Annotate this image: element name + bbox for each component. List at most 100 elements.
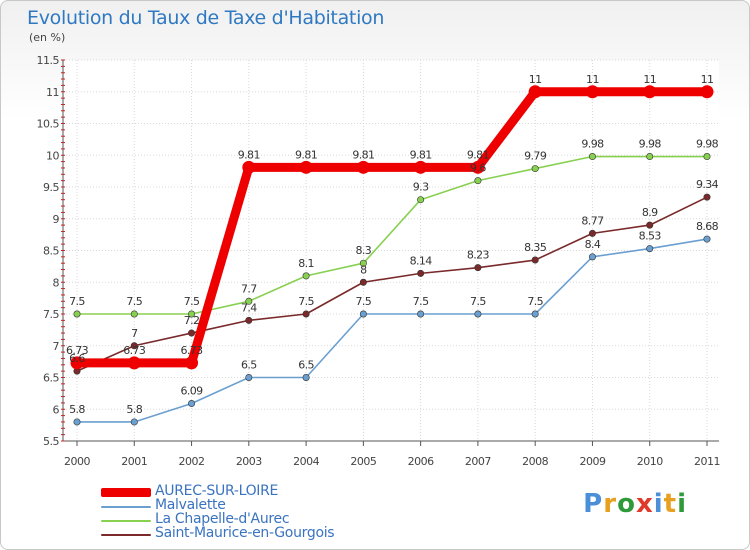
data-label: 7.5 [527, 295, 543, 308]
y-tick-label: 10 [46, 149, 59, 162]
data-label: 8.1 [298, 257, 314, 270]
logo-letter: i [677, 489, 687, 519]
logo-letter: r [603, 489, 618, 519]
logo-letter: i [653, 489, 664, 519]
y-tick-label: 8.5 [43, 245, 59, 258]
data-label: 8.68 [696, 220, 719, 233]
series-point-1 [302, 373, 310, 381]
logo-letter: o [617, 489, 636, 519]
series-point-0 [700, 85, 714, 99]
data-label: 7.5 [413, 295, 429, 308]
x-tick-label: 2000 [64, 455, 90, 468]
data-label: 7.5 [126, 295, 142, 308]
series-point-3 [188, 329, 196, 337]
series-point-0 [356, 160, 370, 174]
series-point-3 [130, 342, 138, 350]
data-label: 11 [529, 73, 542, 86]
series-point-0 [127, 356, 141, 370]
data-label: 9.81 [352, 148, 374, 161]
data-label: 6.73 [180, 344, 203, 357]
y-tick-label: 5.5 [43, 435, 59, 448]
y-tick-label: 11 [46, 86, 59, 99]
series-point-1 [188, 400, 196, 408]
x-tick-label: 2003 [236, 455, 262, 468]
proxiti-logo: Proxiti [583, 489, 687, 519]
y-tick-label: 9.5 [43, 181, 59, 194]
data-label: 9.79 [524, 150, 547, 163]
data-label: 8 [360, 263, 367, 276]
data-label: 8.23 [467, 249, 490, 262]
data-label: 11 [643, 73, 656, 86]
series-point-1 [531, 310, 539, 318]
series-point-2 [359, 259, 367, 267]
legend-label: La Chapelle-d'Aurec [155, 511, 290, 527]
series-point-2 [188, 310, 196, 318]
series-point-0 [471, 160, 485, 174]
series-line-3 [76, 196, 708, 372]
series-point-1 [646, 245, 654, 253]
data-label: 6.5 [241, 359, 257, 372]
series-point-1 [588, 253, 596, 261]
x-tick-label: 2001 [121, 455, 147, 468]
y-tick-label: 8 [53, 276, 60, 289]
data-label: 6.73 [123, 344, 146, 357]
series-point-1 [359, 310, 367, 318]
data-label: 8.14 [410, 254, 433, 267]
data-label: 9.81 [410, 148, 432, 161]
data-label: 6.6 [69, 352, 85, 365]
x-tick-label: 2011 [694, 455, 720, 468]
series-point-3 [474, 264, 482, 272]
series-point-3 [531, 256, 539, 264]
series-point-1 [417, 310, 425, 318]
x-tick-label: 2005 [350, 455, 376, 468]
chart-title: Evolution du Taux de Taxe d'Habitation [27, 7, 385, 29]
data-label: 6.5 [298, 359, 314, 372]
chart-subtitle: (en %) [29, 31, 66, 44]
series-point-0 [70, 356, 84, 370]
y-tick-label: 7 [53, 340, 60, 353]
series-point-0 [242, 160, 256, 174]
data-label: 9.98 [639, 138, 662, 151]
series-line-2 [76, 155, 708, 315]
logo-letter: P [583, 489, 604, 519]
series-point-0 [299, 160, 313, 174]
series-point-0 [185, 356, 199, 370]
series-point-2 [245, 297, 253, 305]
series-line-1 [76, 238, 708, 423]
data-label: 7 [131, 327, 138, 340]
data-label: 7.5 [184, 295, 200, 308]
series-point-2 [646, 153, 654, 161]
data-label: 6.73 [66, 344, 89, 357]
data-label: 8.53 [639, 230, 662, 243]
x-tick-label: 2010 [637, 455, 663, 468]
series-point-0 [585, 85, 599, 99]
y-tick-label: 11.5 [37, 54, 60, 67]
series-point-2 [588, 153, 596, 161]
series-point-3 [417, 269, 425, 277]
series-point-3 [302, 310, 310, 318]
series-point-1 [474, 310, 482, 318]
x-tick-label: 2002 [179, 455, 205, 468]
data-label: 7.5 [470, 295, 486, 308]
series-point-0 [414, 160, 428, 174]
legend-label: Malvalette [155, 497, 226, 513]
data-label: 8.4 [585, 238, 601, 251]
plot-area [63, 60, 719, 441]
legend-swatch [101, 506, 151, 508]
data-label: 9.81 [238, 148, 260, 161]
data-label: 8.9 [642, 206, 658, 219]
legend-swatch [101, 520, 151, 522]
series-point-1 [73, 418, 81, 426]
logo-letter: x [635, 489, 654, 519]
data-label: 8.3 [356, 244, 372, 257]
x-tick-label: 2009 [579, 455, 605, 468]
x-tick-label: 2007 [465, 455, 491, 468]
data-label: 9.81 [467, 148, 489, 161]
data-label: 6.09 [180, 385, 203, 398]
series-point-2 [531, 165, 539, 173]
series-point-1 [245, 373, 253, 381]
legend-label: Saint-Maurice-en-Gourgois [155, 525, 335, 541]
series-point-2 [703, 153, 711, 161]
